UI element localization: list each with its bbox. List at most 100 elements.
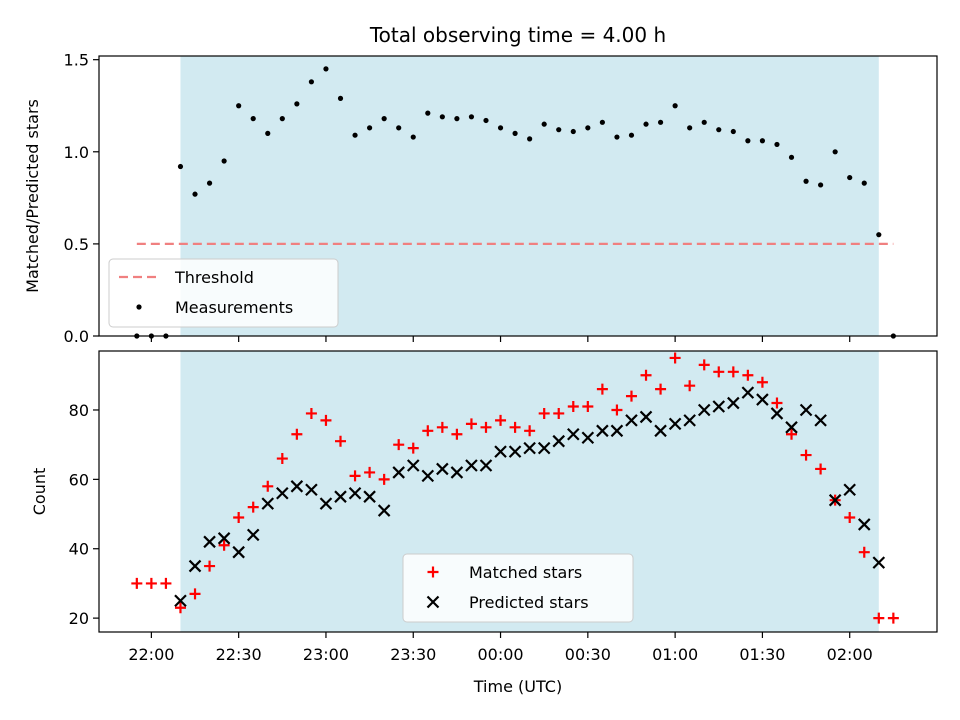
data-point xyxy=(305,483,318,497)
data-point xyxy=(483,117,489,124)
data-point xyxy=(730,128,736,135)
data-point xyxy=(217,532,231,545)
axes-frame xyxy=(98,350,938,633)
data-point xyxy=(174,594,187,608)
data-point xyxy=(858,546,870,558)
data-point xyxy=(363,490,376,503)
data-point xyxy=(393,439,405,451)
data-point xyxy=(479,459,493,472)
data-point xyxy=(406,459,420,472)
y-tick-label: 1.5 xyxy=(64,51,89,70)
data-point xyxy=(352,132,358,138)
data-point xyxy=(232,545,245,559)
data-point xyxy=(204,560,216,572)
data-point xyxy=(643,121,649,127)
data-point xyxy=(349,470,361,482)
data-point xyxy=(233,512,245,524)
legend-label: Matched stars xyxy=(469,563,582,582)
x-tick-label: 01:00 xyxy=(652,645,698,664)
panel-count: 20 40 60 80 22:00 22:30 23:00 23:30 00:00 00:30 01… xyxy=(30,350,938,664)
data-point xyxy=(625,414,638,427)
data-point xyxy=(844,512,856,524)
data-point xyxy=(770,407,784,420)
x-axis-title: Time (UTC) xyxy=(473,677,562,696)
data-point xyxy=(291,428,303,440)
legend: Threshold Measurements xyxy=(108,258,339,328)
data-point xyxy=(512,130,518,136)
data-point xyxy=(742,369,754,381)
data-point xyxy=(614,134,620,140)
data-point xyxy=(625,390,637,402)
data-point xyxy=(552,434,566,448)
data-point xyxy=(348,486,362,500)
data-point xyxy=(323,66,329,72)
data-point xyxy=(218,539,230,551)
x-tick-label: 23:00 xyxy=(303,645,349,664)
data-point xyxy=(392,466,405,479)
data-point xyxy=(716,127,722,133)
x-tick-label: 00:00 xyxy=(477,645,523,664)
data-point xyxy=(494,445,507,458)
data-point xyxy=(410,134,416,140)
panel-ratio: 0.0 0.5 1.0 1.5 Matched/Predicted stars Thres… xyxy=(23,51,938,346)
data-point xyxy=(683,414,696,427)
data-point xyxy=(774,141,780,148)
data-point xyxy=(290,480,304,493)
data-point xyxy=(436,462,449,476)
data-point xyxy=(250,116,256,122)
chart-title: Total observing time = 4.00 h xyxy=(369,23,666,47)
data-point xyxy=(407,442,419,454)
x-tick-label: 00:30 xyxy=(565,645,611,664)
data-point xyxy=(305,407,317,419)
data-point xyxy=(279,116,285,122)
series-predicted-stars xyxy=(174,386,886,608)
data-point xyxy=(221,158,227,164)
data-point xyxy=(741,386,755,399)
data-point xyxy=(541,121,547,127)
data-point xyxy=(610,424,624,438)
legend-swatch xyxy=(426,595,440,609)
data-point xyxy=(654,424,667,438)
data-point xyxy=(131,577,143,589)
x-tick-label: 22:00 xyxy=(128,645,174,664)
data-point xyxy=(727,366,739,378)
data-point xyxy=(611,404,623,416)
data-point xyxy=(857,518,871,531)
data-point xyxy=(320,414,332,426)
x-tick-label: 22:30 xyxy=(216,645,262,664)
data-point xyxy=(145,577,157,589)
data-point xyxy=(556,127,562,133)
legend-box xyxy=(108,258,339,328)
data-point xyxy=(567,401,579,413)
data-point xyxy=(818,182,824,188)
data-point xyxy=(367,125,373,131)
y-tick-label: 60 xyxy=(69,470,89,489)
data-point xyxy=(582,401,594,413)
series-matched-stars xyxy=(131,352,899,624)
data-point xyxy=(538,407,550,419)
data-point xyxy=(684,380,696,392)
data-point xyxy=(786,428,798,440)
legend-swatch xyxy=(136,304,142,310)
data-point xyxy=(468,114,475,120)
data-point xyxy=(261,497,275,510)
data-point xyxy=(698,359,710,371)
data-point xyxy=(668,417,682,431)
data-point xyxy=(712,400,726,413)
data-point xyxy=(319,497,333,510)
y-tick-label: 20 xyxy=(69,609,89,628)
data-point xyxy=(335,435,347,447)
data-point xyxy=(567,427,580,441)
axes-frame xyxy=(98,55,938,337)
data-point xyxy=(640,369,652,381)
data-point xyxy=(246,528,260,542)
data-point xyxy=(276,453,288,465)
data-point xyxy=(628,132,635,138)
data-point xyxy=(524,425,536,437)
y-tick-label: 40 xyxy=(69,540,89,559)
data-point xyxy=(639,410,653,424)
data-point xyxy=(308,79,315,85)
data-point xyxy=(527,136,533,142)
x-tick-label: 02:00 xyxy=(827,645,873,664)
